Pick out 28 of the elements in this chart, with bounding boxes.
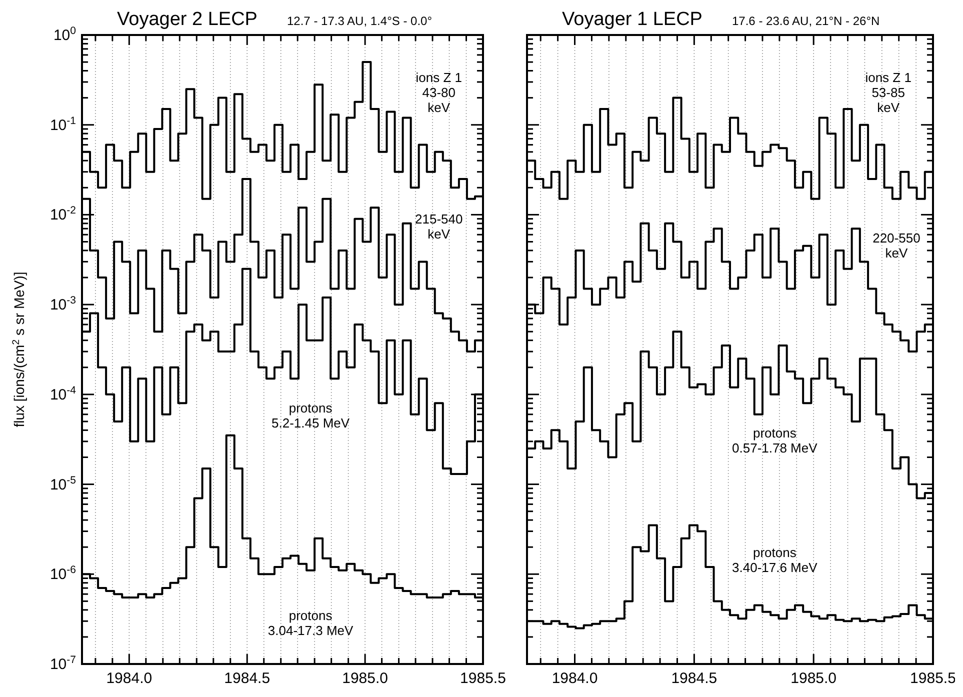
chart-subtitle: 12.7 - 17.3 AU, 1.4°S - 0.0° [287, 14, 432, 28]
y-tick-label: 10$^{-6}$ [50, 564, 76, 584]
chart-title: Voyager 2 LECP [117, 9, 258, 30]
x-tick-label: 1985.0 [342, 670, 388, 687]
legend-label: 215-540 keV [415, 212, 463, 242]
y-tick-label: 10$^{-3}$ [50, 294, 76, 314]
series-label: protons 5.2-1.45 MeV [272, 400, 350, 430]
series-label: protons 0.57-1.78 MeV [732, 426, 818, 456]
series-label: protons 3.40-17.6 MeV [732, 545, 818, 576]
legend-label: 220-550 keV [872, 230, 920, 261]
y-tick-label: 10$^{-1}$ [50, 114, 76, 134]
x-tick-label: 1984.5 [671, 670, 718, 687]
x-tick-label: 1984.0 [106, 670, 152, 687]
chart-subtitle: 17.6 - 23.6 AU, 21°N - 26°N [732, 14, 880, 28]
chart-title: Voyager 1 LECP [562, 9, 702, 30]
legend-label: ions Z 1 43-80 keV [416, 70, 462, 116]
y-tick-label: 10$^{-2}$ [50, 204, 76, 224]
y-tick-label: 10$^{0}$ [53, 25, 76, 44]
text: protons 3.04-17.3 MeV [268, 608, 354, 638]
x-tick-label: 1984.5 [224, 670, 270, 687]
y-tick-label: 10$^{-4}$ [50, 384, 76, 404]
x-tick-label: 1985.5 [460, 670, 506, 687]
x-tick-label: 1985.5 [910, 670, 956, 687]
y-tick-label: 10$^{-5}$ [50, 474, 76, 494]
legend-label: ions Z 1 53-85 keV [865, 70, 912, 116]
x-tick-label: 1984.0 [552, 670, 598, 687]
y-tick-label: 10$^{-7}$ [50, 654, 76, 673]
x-tick-label: 1985.0 [790, 670, 837, 687]
